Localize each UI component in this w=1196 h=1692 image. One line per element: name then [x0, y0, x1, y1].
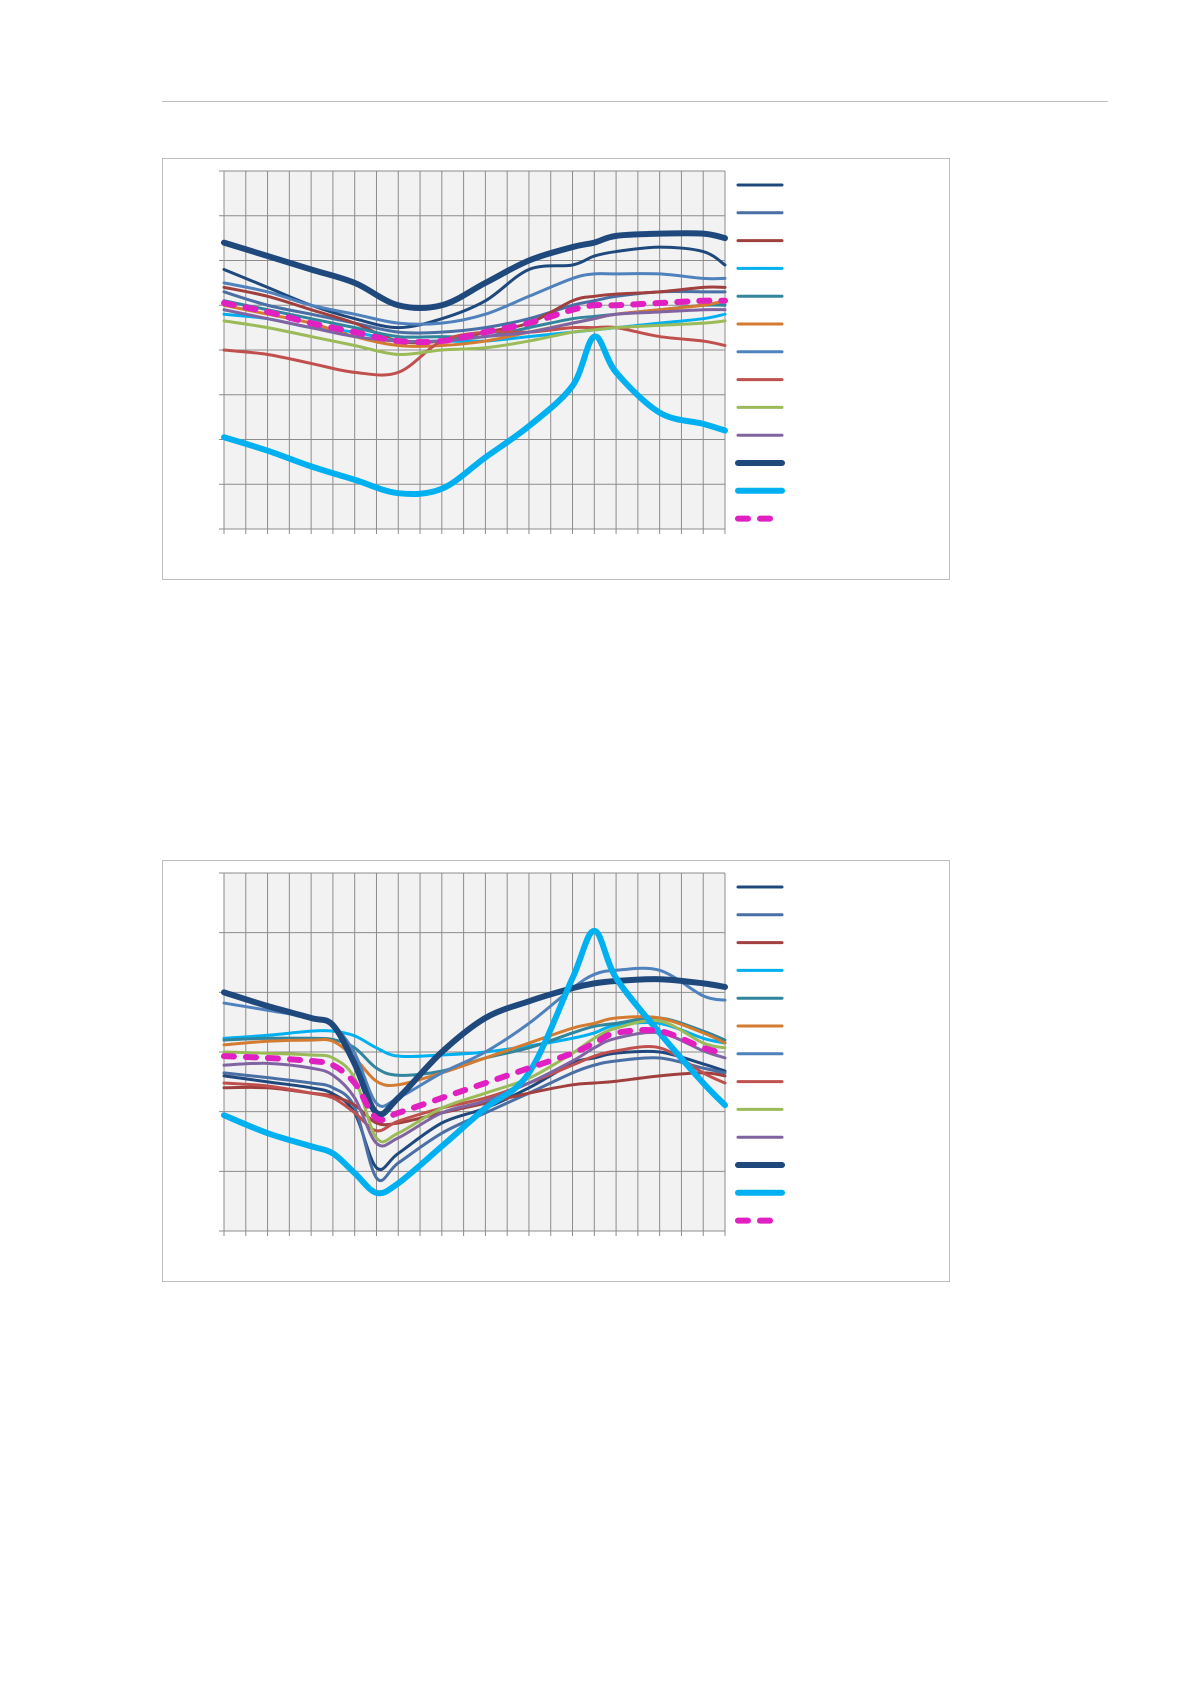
series-line-9: [222, 1018, 727, 1144]
series-line-11: [221, 976, 728, 1118]
header-rule: [162, 101, 1108, 102]
series-line-9: [222, 319, 727, 357]
series-line-8: [222, 1045, 727, 1133]
series-line-7: [222, 272, 727, 326]
series-line-10: [222, 1030, 727, 1148]
series-line-2: [222, 1056, 727, 1183]
series-line-1: [222, 1049, 727, 1171]
series-line-10: [222, 308, 727, 344]
series-line-6: [222, 1015, 727, 1087]
chart-svg: [219, 170, 785, 534]
series-line-12: [221, 927, 728, 1197]
series-line-12: [221, 333, 728, 498]
chart-1: [162, 158, 950, 580]
series-line-13: [221, 1027, 728, 1123]
chart-2: [162, 860, 950, 1282]
series-line-11: [221, 230, 728, 312]
chart-svg: [219, 872, 785, 1236]
series-line-8: [222, 325, 727, 377]
series-line-13: [221, 297, 728, 346]
